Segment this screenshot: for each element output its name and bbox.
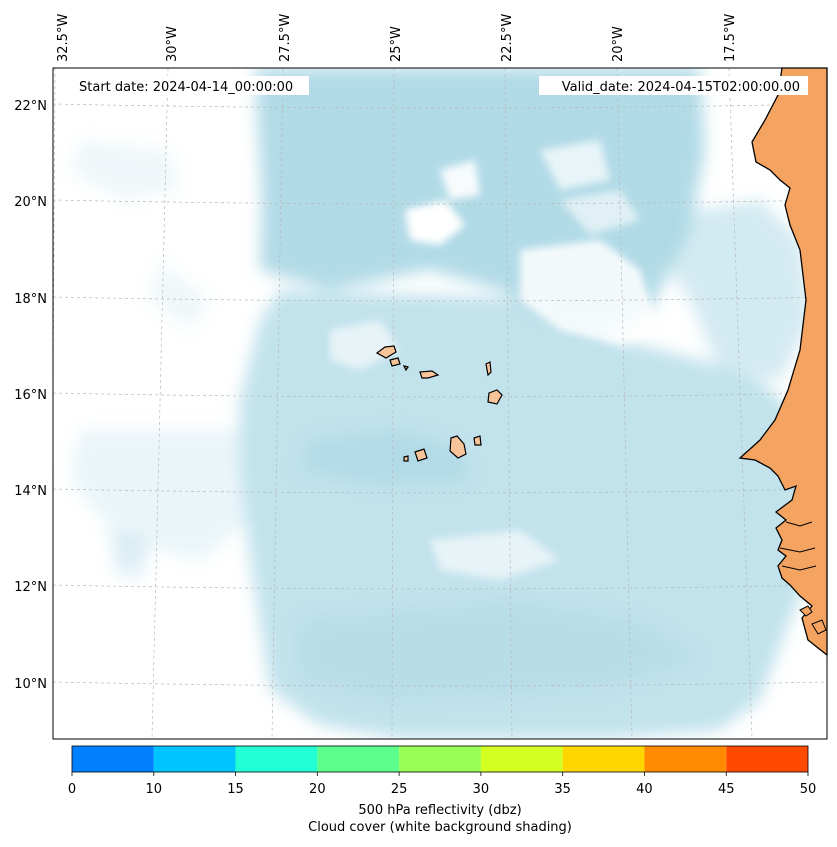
bissagos-island-1 bbox=[799, 605, 813, 617]
colorbar-tick-label: 35 bbox=[554, 782, 571, 797]
colorbar-segment bbox=[562, 746, 645, 772]
colorbar-tick-label: 50 bbox=[800, 782, 817, 797]
island-boa-vista bbox=[487, 389, 503, 405]
colorbar-segment bbox=[480, 746, 563, 772]
island-sal bbox=[485, 361, 492, 377]
longitude-labels: 32.5°W 30°W 27.5°W 25°W 22.5°W 20°W 17.5… bbox=[56, 14, 738, 62]
island-santo-antao bbox=[375, 345, 397, 359]
cloud-cover-shading bbox=[70, 68, 820, 739]
colorbar-label-line2: Cloud cover (white background shading) bbox=[308, 820, 572, 835]
lat-label: 12°N bbox=[14, 580, 47, 595]
colorbar-tick-label: 40 bbox=[636, 782, 653, 797]
island-sao-vicente bbox=[389, 357, 401, 367]
colorbar-segment bbox=[644, 746, 727, 772]
colorbar: 0 10 15 20 25 30 35 40 45 50 500 hPa ref… bbox=[68, 745, 816, 835]
colorbar-tick-label: 25 bbox=[391, 782, 408, 797]
colorbar-segment bbox=[153, 746, 236, 772]
start-date-box bbox=[71, 76, 309, 95]
lat-label: 10°N bbox=[14, 677, 47, 692]
lon-label: 20°W bbox=[611, 26, 626, 62]
map-frame bbox=[52, 67, 828, 740]
lat-label: 18°N bbox=[14, 292, 47, 307]
island-sao-nicolau bbox=[419, 370, 440, 379]
colorbar-ticks bbox=[71, 772, 809, 776]
colorbar-tick-label: 20 bbox=[309, 782, 326, 797]
colorbar-segment bbox=[726, 746, 808, 772]
colorbar-segment bbox=[72, 746, 154, 772]
colorbar-outline bbox=[71, 745, 809, 773]
lat-label: 20°N bbox=[14, 195, 47, 210]
lon-label: 22.5°W bbox=[500, 14, 515, 62]
lon-label: 25°W bbox=[389, 26, 404, 62]
colorbar-segment bbox=[317, 746, 400, 772]
island-santa-luzia bbox=[402, 365, 409, 372]
island-maio bbox=[473, 435, 482, 446]
colorbar-tick-label: 15 bbox=[227, 782, 244, 797]
island-brava bbox=[403, 455, 409, 462]
lat-label: 14°N bbox=[14, 484, 47, 499]
graticule bbox=[53, 68, 827, 739]
colorbar-tick-labels: 0 10 15 20 25 30 35 40 45 50 bbox=[68, 782, 816, 797]
lat-label: 16°N bbox=[14, 388, 47, 403]
colorbar-tick-label: 10 bbox=[146, 782, 163, 797]
colorbar-label-line1: 500 hPa reflectivity (dbz) bbox=[358, 803, 521, 818]
colorbar-tick-label: 0 bbox=[68, 782, 76, 797]
lon-label: 17.5°W bbox=[723, 14, 738, 62]
island-fogo bbox=[414, 448, 428, 462]
africa-mainland bbox=[738, 67, 828, 657]
island-santiago bbox=[449, 435, 467, 459]
coast-inlets bbox=[779, 521, 817, 571]
latitude-labels: 22°N 20°N 18°N 16°N 14°N 12°N 10°N bbox=[14, 99, 47, 692]
colorbar-segment bbox=[235, 746, 318, 772]
lat-label: 22°N bbox=[14, 99, 47, 114]
lon-label: 32.5°W bbox=[56, 14, 71, 62]
colorbar-segment bbox=[399, 746, 481, 772]
valid-date-label: Valid_date: 2024-04-15T02:00:00.00 bbox=[562, 80, 800, 95]
colorbar-tick-label: 30 bbox=[473, 782, 490, 797]
bissagos-island-2 bbox=[811, 619, 827, 635]
lon-label: 27.5°W bbox=[278, 14, 293, 62]
lon-label: 30°W bbox=[165, 26, 180, 62]
colorbar-tick-label: 45 bbox=[718, 782, 735, 797]
start-date-label: Start date: 2024-04-14_00:00:00 bbox=[79, 80, 293, 95]
valid-date-box bbox=[539, 76, 808, 95]
